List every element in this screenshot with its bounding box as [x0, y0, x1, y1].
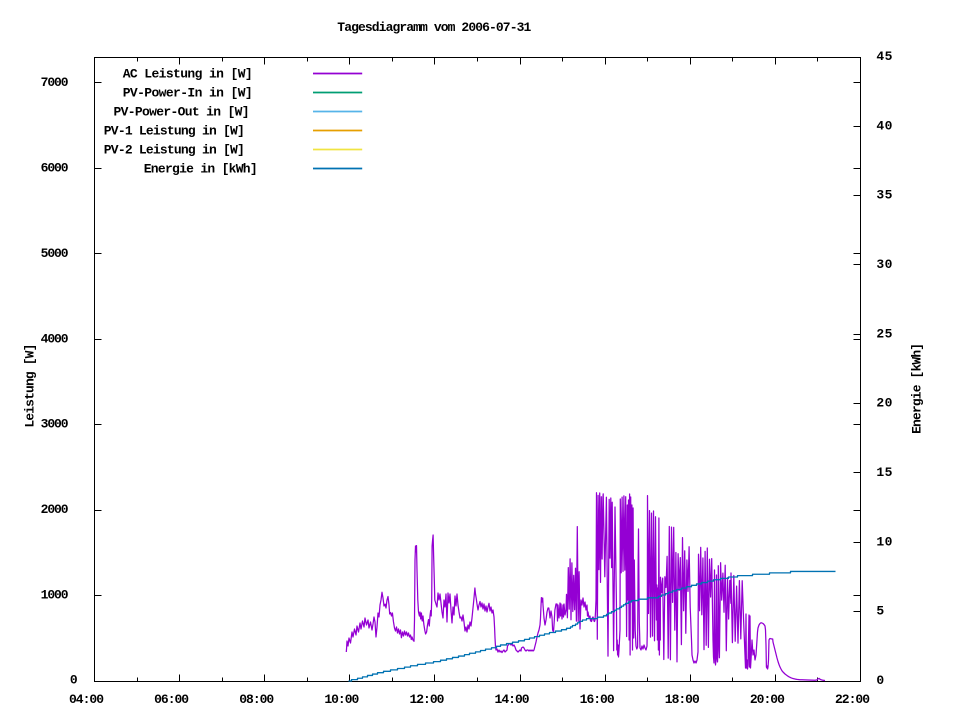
svg-text:20: 20	[876, 396, 892, 411]
svg-text:4000: 4000	[41, 331, 69, 346]
svg-text:PV-2 Leistung in [W]: PV-2 Leistung in [W]	[104, 143, 245, 158]
svg-text:Leistung [W]: Leistung [W]	[23, 344, 38, 428]
svg-text:0: 0	[876, 673, 884, 688]
svg-text:1000: 1000	[41, 588, 69, 603]
svg-text:2000: 2000	[41, 502, 69, 517]
svg-text:7000: 7000	[41, 75, 69, 90]
svg-text:04:00: 04:00	[69, 692, 104, 707]
svg-text:5: 5	[876, 604, 884, 619]
svg-text:25: 25	[876, 326, 892, 341]
svg-text:PV-Power-In in [W]: PV-Power-In in [W]	[123, 86, 253, 101]
svg-text:06:00: 06:00	[154, 692, 189, 707]
svg-text:30: 30	[876, 257, 892, 272]
svg-text:20:00: 20:00	[750, 692, 785, 707]
svg-text:AC Leistung in [W]: AC Leistung in [W]	[123, 67, 253, 82]
svg-text:PV-1 Leistung in [W]: PV-1 Leistung in [W]	[104, 124, 245, 139]
svg-text:08:00: 08:00	[239, 692, 274, 707]
svg-text:Energie [kWh]: Energie [kWh]	[910, 343, 925, 434]
svg-text:10: 10	[876, 534, 892, 549]
svg-text:0: 0	[70, 673, 78, 688]
svg-text:16:00: 16:00	[580, 692, 615, 707]
svg-text:18:00: 18:00	[665, 692, 700, 707]
svg-text:12:00: 12:00	[409, 692, 444, 707]
svg-text:15: 15	[876, 465, 892, 480]
svg-text:Energie in [kWh]: Energie in [kWh]	[144, 162, 258, 177]
svg-text:22:00: 22:00	[835, 692, 870, 707]
svg-text:6000: 6000	[41, 160, 69, 175]
svg-text:45: 45	[876, 49, 892, 64]
svg-text:3000: 3000	[41, 417, 69, 432]
svg-text:35: 35	[876, 188, 892, 203]
svg-text:Tagesdiagramm vom 2006-07-31: Tagesdiagramm vom 2006-07-31	[337, 20, 531, 35]
svg-text:14:00: 14:00	[495, 692, 530, 707]
svg-text:40: 40	[876, 118, 892, 133]
svg-text:10:00: 10:00	[324, 692, 359, 707]
svg-text:5000: 5000	[41, 246, 69, 261]
svg-text:PV-Power-Out in [W]: PV-Power-Out in [W]	[114, 105, 250, 120]
